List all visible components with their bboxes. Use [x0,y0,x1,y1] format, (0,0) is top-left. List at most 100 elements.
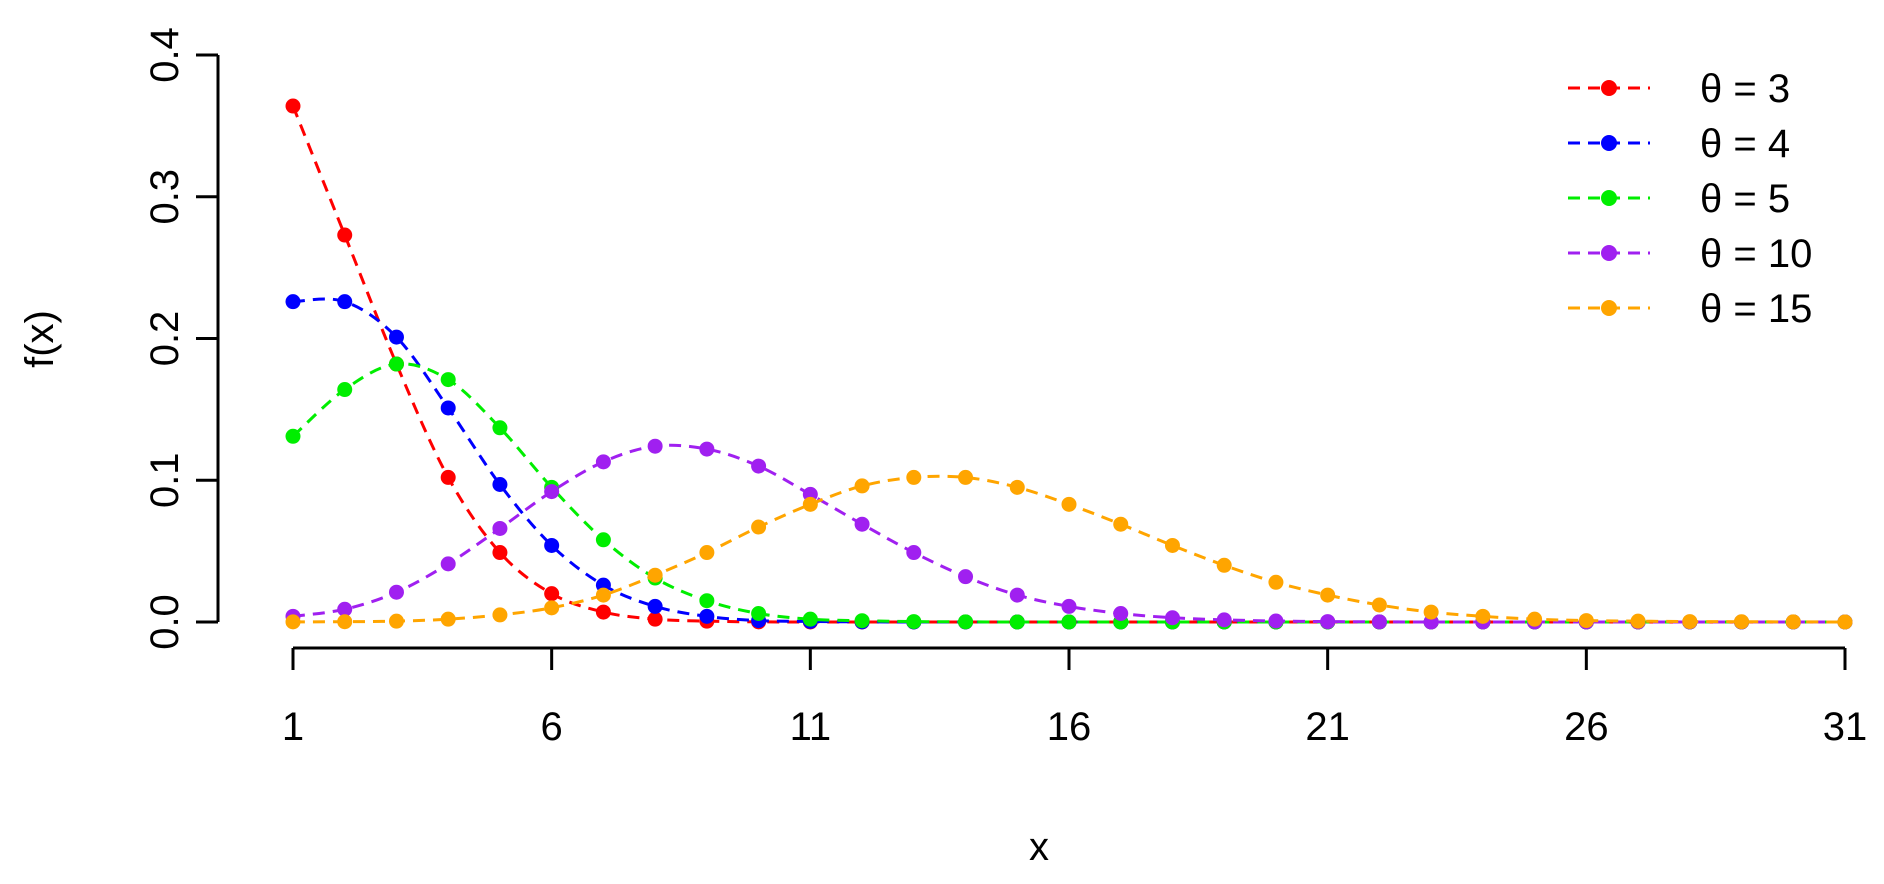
data-point [1578,613,1594,629]
data-point [854,478,870,494]
legend-label: θ = 4 [1700,122,1790,166]
data-point [1475,608,1491,624]
data-point [958,469,974,485]
legend-item: θ = 5 [1568,177,1790,221]
legend-swatch-marker [1601,245,1617,261]
data-point [285,294,301,310]
x-axis: 1 6 11 16 21 26 31 [282,646,1868,749]
data-point [1216,612,1232,628]
legend: θ = 3 θ = 4 θ = 5 θ = 10 θ = 15 [1568,67,1812,331]
data-point [1423,604,1439,620]
series-group [285,469,1853,630]
legend-label: θ = 15 [1700,287,1812,331]
data-point [699,608,715,624]
data-point [440,469,456,485]
data-point [802,611,818,627]
data-point [595,604,611,620]
x-tick-label: 16 [1047,705,1092,749]
series-group [285,356,1853,630]
data-point [1734,614,1750,630]
data-point [854,613,870,629]
data-point [388,356,404,372]
series-line [292,443,1845,624]
data-point [337,227,353,243]
x-tick-label: 26 [1564,705,1609,749]
data-point [440,611,456,627]
data-point [1682,614,1698,630]
legend-swatch-marker [1601,135,1617,151]
data-point [1113,516,1129,532]
data-point [647,567,663,583]
data-point [440,400,456,416]
data-point [492,545,508,561]
y-tick-label: 0.4 [143,27,187,83]
data-point [647,611,663,627]
data-point [337,601,353,617]
data-point [647,438,663,454]
legend-label: θ = 3 [1700,67,1790,111]
data-point [544,484,560,500]
data-point [1630,613,1646,629]
data-point [1371,597,1387,613]
data-point [492,477,508,493]
data-point [699,545,715,561]
series-group [285,294,1853,630]
legend-label: θ = 5 [1700,177,1790,221]
data-point [1113,605,1129,621]
data-point [1216,557,1232,573]
data-point [285,428,301,444]
series-layer [285,98,1853,630]
data-point [1164,537,1180,553]
data-point [906,545,922,561]
data-point [1268,613,1284,629]
data-point [440,372,456,388]
data-point [751,458,767,474]
data-point [1371,614,1387,630]
data-point [388,329,404,345]
data-point [1320,587,1336,603]
series-line [291,362,1845,624]
data-point [751,605,767,621]
data-point [492,607,508,623]
y-tick-label: 0.2 [143,311,187,367]
legend-item: θ = 15 [1568,287,1812,331]
series-line [292,297,1845,624]
data-point [699,441,715,457]
y-axis: 0.0 0.1 0.2 0.3 0.4 [143,27,220,650]
data-point [1061,598,1077,614]
legend-item: θ = 3 [1568,67,1790,111]
legend-item: θ = 10 [1568,232,1812,276]
data-point [544,600,560,616]
data-point [1320,614,1336,630]
data-point [1009,587,1025,603]
legend-swatch-marker [1601,300,1617,316]
legend-label: θ = 10 [1700,232,1812,276]
data-point [595,532,611,548]
data-point [699,593,715,609]
data-point [440,556,456,572]
data-point [1061,496,1077,512]
data-point [337,382,353,398]
series-group [285,438,1853,630]
data-point [906,614,922,630]
data-point [388,613,404,629]
x-tick-label: 1 [282,705,304,749]
data-point [595,587,611,603]
series-group [285,98,1853,630]
data-point [1785,614,1801,630]
data-point [544,537,560,553]
data-point [1268,574,1284,590]
data-point [492,520,508,536]
data-point [492,420,508,436]
y-tick-label: 0.1 [143,452,187,508]
y-tick-label: 0.0 [143,594,187,650]
data-point [285,98,301,114]
data-point [285,614,301,630]
data-point [906,469,922,485]
data-point [1009,614,1025,630]
x-tick-label: 31 [1823,705,1868,749]
legend-swatch-marker [1601,80,1617,96]
data-point [854,516,870,532]
data-point [1164,610,1180,626]
data-point [1527,611,1543,627]
